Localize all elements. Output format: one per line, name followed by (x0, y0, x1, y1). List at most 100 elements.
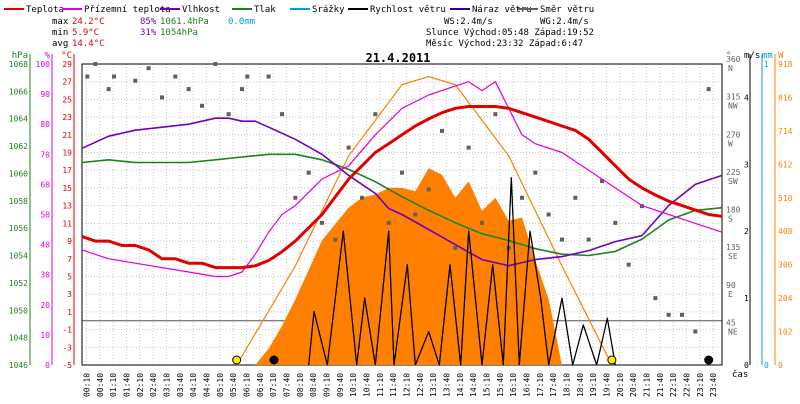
axis-wm-tick: 204 (778, 294, 793, 303)
x-tick-label: 21:10 (642, 373, 651, 397)
x-tick-label: 13:40 (442, 373, 451, 397)
legend-label-4: Srážky (312, 5, 345, 15)
axis-c-tick: 9 (67, 237, 72, 246)
axis-c-tick: 1 (67, 308, 72, 317)
wind-direction-point (360, 195, 364, 200)
x-tick-label: 15:40 (496, 373, 505, 397)
axis-pct-tick: 50 (40, 211, 50, 220)
axis-dir-direction: SE (728, 252, 738, 261)
axis-wm-tick: 102 (778, 328, 793, 337)
axis-hpa-tick: 1068 (9, 60, 28, 69)
x-tick-label: 18:10 (562, 373, 571, 397)
x-tick-label: 10:10 (349, 373, 358, 397)
axis-c-tick: 15 (62, 184, 72, 193)
solar-radiation-area (255, 168, 563, 365)
axis-c-tick: 13 (62, 202, 72, 211)
x-tick-label: 01:40 (122, 373, 131, 397)
axis-dir-direction: NW (728, 102, 738, 111)
x-tick-label: 04:10 (189, 373, 198, 397)
wind-direction-point (413, 212, 418, 217)
wind-direction-point (240, 87, 244, 92)
moon-marker (269, 355, 279, 365)
axis-dir-tick: 90 (726, 281, 736, 290)
x-tick-label: 13:10 (429, 373, 438, 397)
axis-wm-tick: 510 (778, 194, 793, 203)
axis-c-tick: -3 (62, 343, 72, 352)
axis-c-tick: 23 (62, 113, 72, 122)
axis-wm-tick: 612 (778, 160, 793, 169)
wind-direction-point (653, 296, 658, 301)
wind-direction-point (306, 170, 311, 175)
axis-pct-label: % (45, 51, 51, 61)
wind-direction-point (533, 170, 538, 175)
x-tick-label: 22:40 (682, 373, 691, 397)
axis-wm-tick: 408 (778, 227, 793, 236)
wind-direction-point (680, 312, 684, 317)
stats-block: max 24.2°C 85% 1061.4hPa 0.0mm min 5.9°C… (52, 17, 594, 49)
wind-direction-point (560, 237, 564, 242)
x-tick-label: 07:40 (282, 373, 291, 397)
wind-direction-point (106, 87, 111, 92)
axis-dir-tick: 180 (726, 206, 741, 215)
x-tick-label: 11:40 (389, 373, 398, 397)
wind-direction-point (280, 112, 284, 117)
axis-mm-tick: 1 (764, 60, 769, 69)
axis-hpa-tick: 1064 (9, 115, 28, 124)
x-tick-label: 07:10 (269, 373, 278, 397)
axis-wm-tick: 0 (778, 361, 783, 370)
axis-c-tick: -1 (62, 326, 72, 335)
axis-hpa-tick: 1046 (9, 361, 28, 370)
axis-pct-tick: 20 (40, 301, 50, 310)
legend-label-3: Tlak (254, 5, 276, 15)
axis-pct-tick: 10 (40, 331, 50, 340)
x-tick-label: 06:40 (256, 373, 265, 397)
wind-direction-point (586, 237, 591, 242)
sun-marker (232, 355, 242, 365)
wind-direction-point (600, 179, 604, 184)
axis-pct-tick: 100 (36, 60, 51, 69)
axis-hpa-tick: 1062 (9, 142, 28, 151)
axis-c-tick: 3 (67, 290, 72, 299)
legend-label-7: Směr větru (540, 5, 594, 15)
axis-c-tick: -5 (62, 361, 72, 370)
chart-title: 21.4.2011 (365, 51, 430, 65)
axis-dir-tick: 315 (726, 93, 741, 102)
x-tick-label: 14:10 (456, 373, 465, 397)
x-tick-label: 06:10 (242, 373, 251, 397)
axis-dir-tick: 225 (726, 168, 741, 177)
stats-max-press: 1061.4hPa (160, 17, 209, 27)
wind-direction-point (573, 195, 578, 200)
axis-dir-tick: 270 (726, 130, 741, 139)
x-tick-label: 18:40 (576, 373, 585, 397)
axis-dir-tick: 135 (726, 243, 741, 252)
axis-c-tick: 25 (62, 95, 72, 104)
axis-pct-tick: 60 (40, 180, 50, 189)
wind-direction-point (706, 87, 711, 92)
wind-direction-point (226, 112, 231, 117)
x-tick-label: 09:10 (322, 373, 331, 397)
astro-ws: WS:2.4m/s (444, 17, 493, 27)
x-tick-label: 12:40 (416, 373, 425, 397)
x-tick-label: 17:40 (549, 373, 558, 397)
axis-dir-tick: 45 (726, 318, 736, 327)
axis-c-tick: 7 (67, 255, 72, 264)
x-tick-label: 16:10 (509, 373, 518, 397)
axis-wm-label: W (778, 51, 784, 61)
moon-marker (704, 355, 714, 365)
wind-direction-point (133, 78, 138, 83)
x-tick-label: 17:10 (536, 373, 545, 397)
wind-direction-point (520, 195, 524, 200)
sun-curve-line (236, 75, 613, 366)
x-tick-label: 11:10 (376, 373, 385, 397)
axis-wm-tick: 816 (778, 93, 793, 102)
axis-dir-direction: SW (728, 177, 738, 186)
wind-direction-point (293, 195, 298, 200)
wind-direction-point (186, 87, 191, 92)
x-tick-label: 00:10 (82, 373, 91, 397)
axis-c-tick: 19 (62, 149, 72, 158)
axis-c-tick: 29 (62, 60, 72, 69)
axis-pct-tick: 40 (40, 241, 50, 250)
x-tick-label: 16:40 (522, 373, 531, 397)
legend-label-5: Rychlost větru (370, 5, 446, 15)
